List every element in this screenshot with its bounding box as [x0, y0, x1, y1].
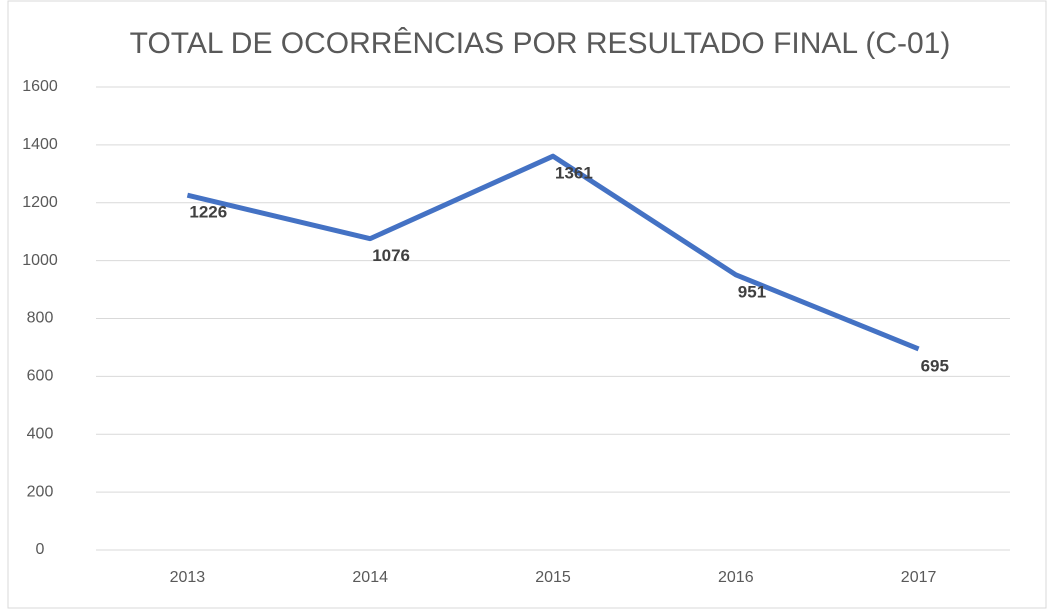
x-tick-label: 2016: [718, 569, 754, 586]
x-tick-label: 2017: [901, 569, 937, 586]
y-tick-label: 1400: [22, 136, 58, 153]
x-tick-label: 2014: [352, 569, 388, 586]
y-tick-label: 1000: [22, 252, 58, 269]
y-tick-label: 1600: [22, 78, 58, 95]
line: [186, 153, 920, 352]
data-label: 1361: [555, 164, 593, 183]
chart-border: [7, 0, 1047, 609]
data-label: 951: [738, 282, 766, 301]
x-tick-label: 2013: [170, 569, 206, 586]
data-label: 695: [921, 356, 949, 375]
y-tick-label: 800: [27, 310, 54, 327]
y-tick-label: 0: [36, 541, 45, 558]
y-tick-label: 400: [27, 425, 54, 442]
y-tick-label: 600: [27, 368, 54, 385]
chart-title: TOTAL DE OCORRÊNCIAS POR RESULTADO FINAL…: [130, 27, 951, 60]
y-tick-label: 1200: [22, 194, 58, 211]
data-label: 1076: [372, 246, 410, 265]
data-label: 1226: [189, 203, 227, 222]
y-tick-label: 200: [27, 483, 54, 500]
x-tick-label: 2015: [535, 569, 571, 586]
